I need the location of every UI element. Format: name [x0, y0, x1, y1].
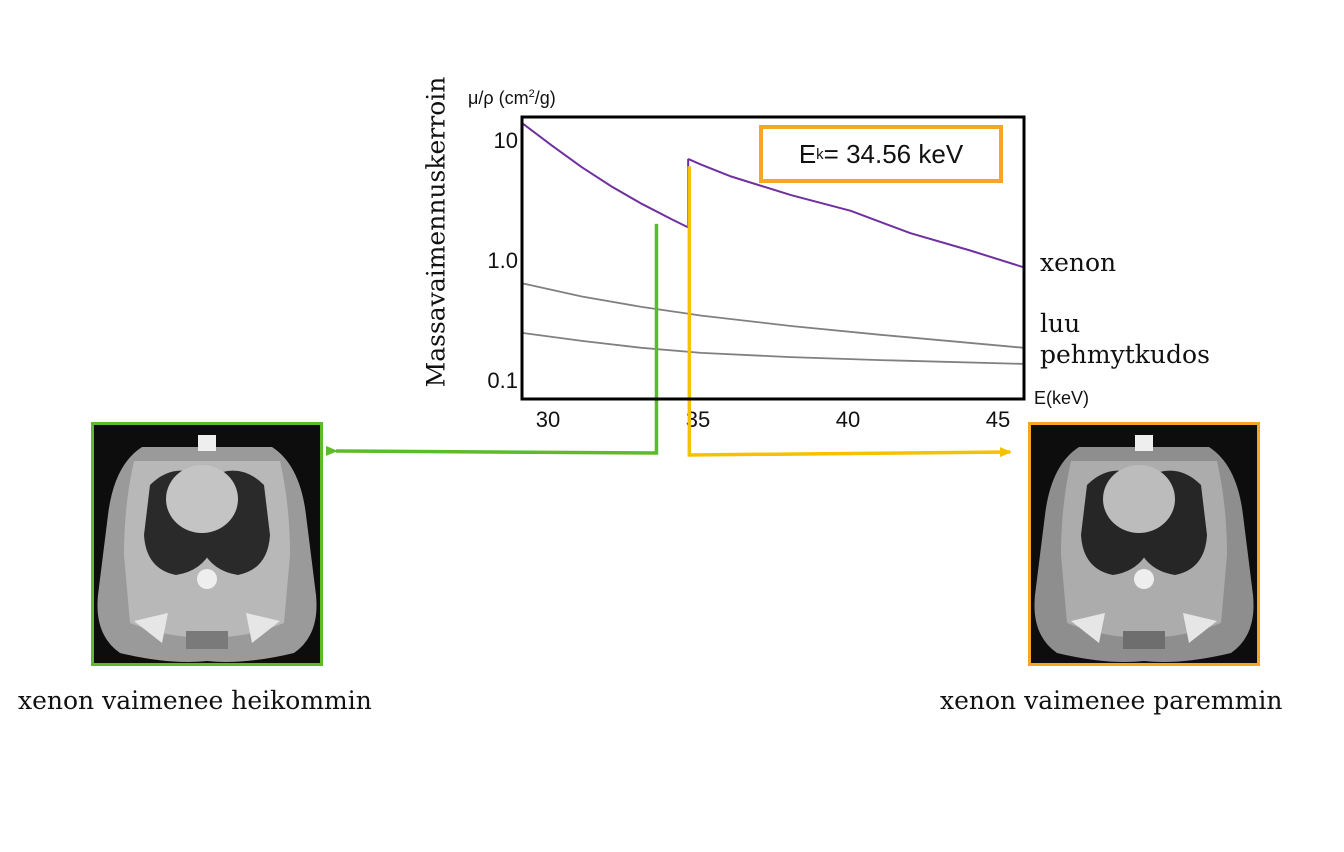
x-axis-label: E(keV)	[1034, 388, 1090, 408]
legend-label-luu: luu	[1040, 309, 1081, 338]
legend-label-pehmytkudos: pehmytkudos	[1040, 340, 1210, 369]
y-unit-label: μ/ρ (cm2/g)	[468, 88, 556, 108]
x-tick-label-45: 45	[985, 407, 1011, 432]
y-tick-label-10: 10	[493, 128, 518, 153]
ct-slice-illustration	[94, 425, 320, 663]
series-line-xenon-0	[521, 122, 689, 229]
ct-image-low-energy	[91, 422, 323, 666]
series-line-luu-0	[521, 282, 1025, 349]
x-tick-label-40: 40	[835, 407, 861, 432]
ct-slice-illustration	[1031, 425, 1257, 663]
plot-frame	[520, 115, 1026, 401]
y-tick-label-0-1: 0.1	[487, 368, 518, 393]
ct-caption-right: xenon vaimenee paremmin	[940, 686, 1283, 715]
ct-image-high-energy	[1028, 422, 1260, 666]
series-line-pehmytkudos-0	[521, 332, 1025, 365]
x-tick-label-30: 30	[535, 407, 561, 432]
energy-marker-below-edge	[325, 223, 659, 456]
ct-caption-left: xenon vaimenee heikommin	[18, 686, 372, 715]
legend-label-xenon: xenon	[1040, 248, 1117, 277]
y-tick-label-1: 1.0	[487, 248, 518, 273]
energy-marker-above-edge	[687, 166, 1012, 458]
series-line-xenon-1	[687, 157, 1025, 269]
